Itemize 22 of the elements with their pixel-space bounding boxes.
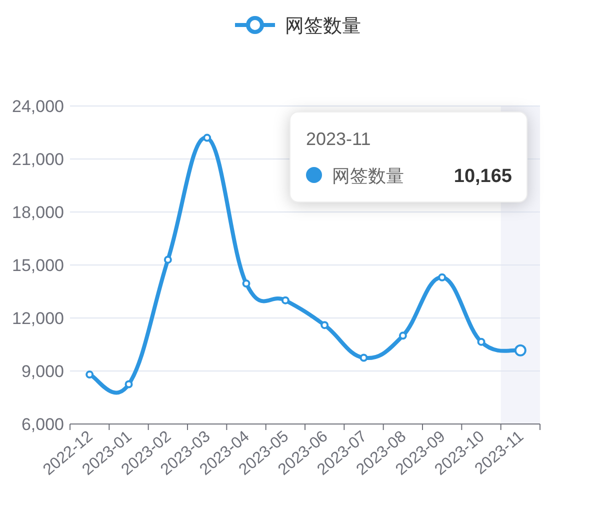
point: [477, 338, 486, 346]
point: [203, 134, 212, 142]
y-tick-label: 15,000: [12, 256, 64, 275]
point: [124, 380, 133, 388]
annotation: 10,165: [454, 166, 512, 187]
y-tick-label: 9,000: [21, 362, 64, 381]
point: [398, 332, 407, 340]
point: [242, 280, 250, 288]
point: [86, 370, 94, 379]
point: [320, 321, 329, 330]
point: [164, 256, 172, 264]
y-tick-label: 24,000: [12, 97, 64, 116]
y-tick-label: 6,000: [21, 415, 64, 434]
y-tick-label: 18,000: [12, 203, 64, 222]
point: [438, 273, 446, 282]
point: [281, 296, 290, 304]
annotation: 网签数量: [332, 166, 404, 186]
y-tick-label: 12,000: [12, 309, 64, 328]
point: [360, 354, 368, 362]
y-tick-label: 21,000: [12, 150, 64, 169]
annotation: 2023-11: [306, 129, 371, 149]
legend-label: 网签数量: [285, 16, 361, 37]
